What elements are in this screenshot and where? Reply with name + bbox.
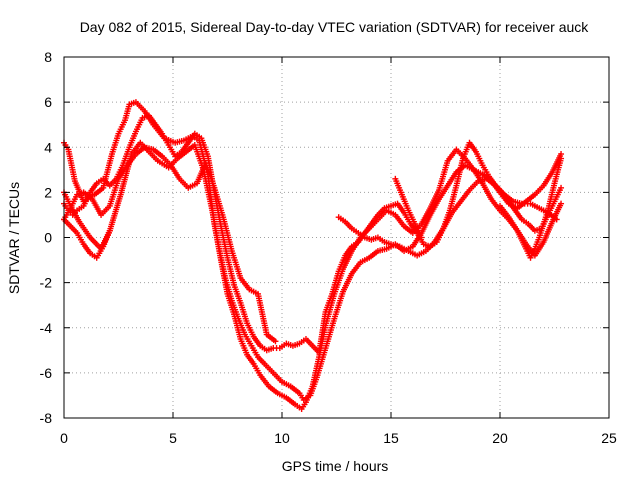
data-point — [558, 155, 565, 162]
data-points — [61, 99, 565, 412]
y-tick-label: 4 — [44, 139, 52, 155]
x-tick-label: 10 — [274, 430, 290, 446]
y-axis-label: SDTVAR / TECUs — [6, 182, 22, 294]
x-tick-label: 25 — [601, 430, 617, 446]
axis-ticks: 0 5 10 15 20 25 -8 -6 -4 -2 0 2 4 6 8 — [40, 49, 617, 446]
x-tick-label: 0 — [60, 430, 68, 446]
y-tick-label: 8 — [44, 49, 52, 65]
y-tick-label: 0 — [44, 230, 52, 246]
y-tick-label: -6 — [40, 365, 53, 381]
chart-title: Day 082 of 2015, Sidereal Day-to-day VTE… — [80, 19, 590, 35]
data-point — [272, 338, 279, 345]
x-tick-label: 20 — [492, 430, 508, 446]
y-tick-label: -2 — [40, 275, 53, 291]
x-tick-label: 5 — [169, 430, 177, 446]
y-tick-label: -4 — [40, 320, 53, 336]
data-point — [553, 216, 560, 223]
x-axis-label: GPS time / hours — [282, 458, 389, 474]
data-point — [558, 184, 565, 191]
y-tick-label: 6 — [44, 94, 52, 110]
y-tick-label: -8 — [40, 410, 53, 426]
y-tick-label: 2 — [44, 184, 52, 200]
data-point — [418, 234, 425, 241]
data-point — [558, 200, 565, 207]
data-point — [106, 227, 113, 234]
x-tick-label: 15 — [383, 430, 399, 446]
